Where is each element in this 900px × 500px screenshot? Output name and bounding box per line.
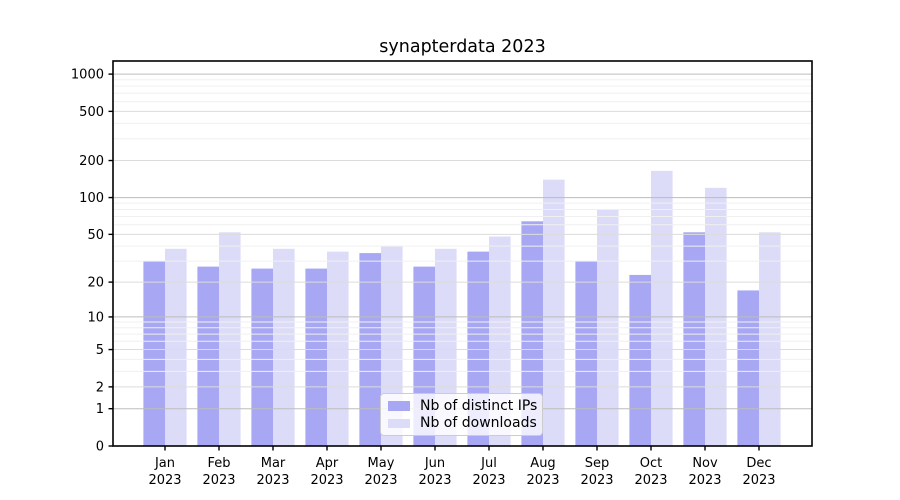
- legend-item-downloads: Nb of downloads: [388, 415, 537, 433]
- bar-distinct-ips-oct: [629, 274, 651, 446]
- y-tick-label: 5: [96, 343, 104, 358]
- y-tick-label: 0: [96, 440, 104, 455]
- legend: Nb of distinct IPs Nb of downloads: [380, 393, 543, 436]
- bar-distinct-ips-mar: [251, 268, 273, 446]
- bar-distinct-ips-apr: [305, 268, 327, 446]
- x-tick-label: Feb 2023: [202, 456, 235, 488]
- y-tick-label: 10: [87, 310, 104, 325]
- y-tick-label: 50: [87, 228, 104, 243]
- bar-downloads-oct: [651, 170, 673, 447]
- x-tick-label: Nov 2023: [688, 456, 721, 488]
- x-tick-label: Mar 2023: [256, 456, 289, 488]
- bar-downloads-mar: [273, 248, 295, 446]
- x-tick-label: Aug 2023: [526, 456, 559, 488]
- legend-swatch-downloads: [388, 418, 410, 428]
- bar-downloads-aug: [543, 179, 565, 446]
- legend-label-downloads: Nb of downloads: [420, 415, 537, 432]
- x-tick-label: Oct 2023: [634, 456, 667, 488]
- legend-label-distinct-ips: Nb of distinct IPs: [420, 397, 538, 414]
- chart-title: synapterdata 2023: [379, 37, 546, 57]
- bar-distinct-ips-feb: [197, 266, 219, 446]
- y-tick-label: 100: [79, 191, 104, 206]
- x-tick-label: Jul 2023: [472, 456, 505, 488]
- bar-distinct-ips-sep: [575, 261, 597, 446]
- y-tick-label: 20: [87, 276, 104, 291]
- x-tick-label: Jan 2023: [148, 456, 181, 488]
- y-tick-label: 1: [96, 402, 104, 417]
- y-tick-label: 200: [79, 154, 104, 169]
- bar-distinct-ips-jan: [143, 261, 165, 446]
- y-tick-label: 500: [79, 105, 104, 120]
- bar-distinct-ips-nov: [683, 232, 705, 446]
- x-tick-label: May 2023: [364, 456, 397, 488]
- x-tick-label: Apr 2023: [310, 456, 343, 488]
- y-tick-label: 2: [96, 380, 104, 395]
- x-tick-label: Dec 2023: [742, 456, 775, 488]
- bar-downloads-dec: [759, 232, 781, 446]
- legend-swatch-distinct-ips: [388, 401, 410, 411]
- plot-border: [112, 60, 813, 447]
- x-tick-label: Jun 2023: [418, 456, 451, 488]
- y-tick-label: 1000: [71, 68, 104, 83]
- x-tick-label: Sep 2023: [580, 456, 613, 488]
- bar-downloads-jan: [165, 248, 187, 446]
- bar-distinct-ips-dec: [737, 290, 759, 446]
- bar-downloads-apr: [327, 251, 349, 446]
- legend-item-distinct-ips: Nb of distinct IPs: [388, 397, 538, 415]
- bar-downloads-feb: [219, 232, 241, 446]
